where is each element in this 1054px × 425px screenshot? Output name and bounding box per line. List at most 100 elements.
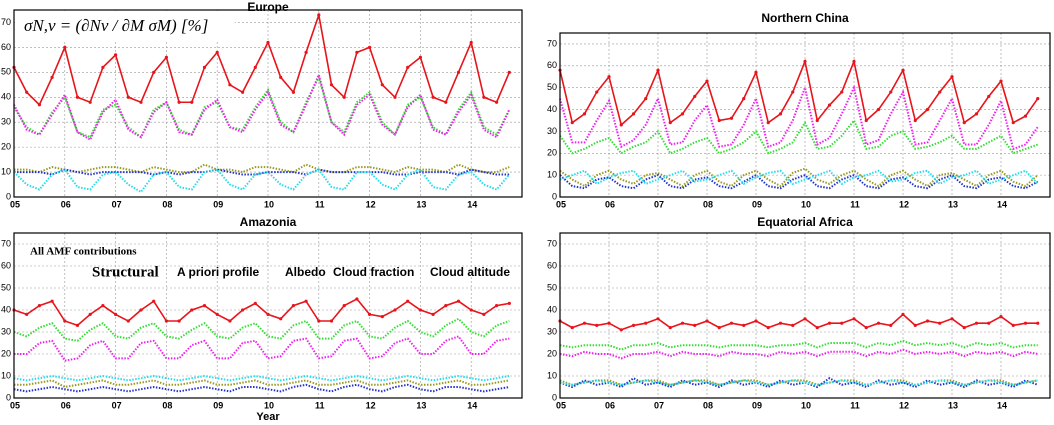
point — [152, 299, 156, 303]
x-tick-label: 06 — [61, 199, 71, 209]
point — [114, 312, 118, 316]
point — [705, 79, 709, 83]
x-tick-label: 12 — [366, 199, 376, 209]
point — [190, 308, 194, 312]
point — [202, 65, 207, 69]
y-tick-label: 10 — [1, 370, 11, 380]
point — [482, 312, 486, 316]
y-tick-label: 10 — [547, 370, 557, 380]
point — [595, 323, 599, 327]
point — [63, 319, 67, 323]
panel-title: Northern China — [761, 11, 849, 25]
series-line — [13, 74, 511, 139]
annotation: σN,v = (∂Nv / ∂M σM) [%] — [24, 16, 208, 35]
x-axis-label: Year — [256, 411, 280, 423]
x-tick-label: 05 — [10, 199, 20, 209]
point — [317, 319, 321, 323]
point — [253, 65, 257, 69]
y-tick-label: 60 — [1, 260, 11, 270]
x-tick-label: 09 — [213, 400, 223, 410]
point — [368, 45, 372, 50]
point — [778, 321, 783, 325]
point — [999, 315, 1003, 319]
point — [418, 55, 422, 59]
point — [766, 121, 770, 125]
point — [631, 323, 636, 327]
point — [827, 103, 832, 107]
point — [291, 304, 295, 308]
point — [987, 321, 991, 325]
point — [668, 121, 672, 125]
series-line — [559, 58, 1039, 127]
plot-frame — [559, 232, 1051, 399]
point — [582, 321, 587, 325]
point — [393, 308, 397, 312]
x-tick-label: 07 — [654, 400, 664, 410]
x-tick-label: 05 — [556, 400, 566, 410]
point — [406, 65, 410, 69]
point — [852, 59, 856, 64]
point — [729, 116, 734, 120]
y-tick-label: 60 — [1, 42, 11, 52]
point — [190, 100, 194, 104]
legend-entry: Albedo — [285, 265, 326, 279]
point — [507, 70, 511, 74]
x-tick-label: 10 — [264, 199, 274, 209]
point — [595, 90, 599, 94]
x-tick-label: 13 — [948, 400, 958, 410]
x-tick-label: 07 — [112, 400, 122, 410]
point — [962, 326, 966, 330]
series-line — [14, 335, 510, 362]
point — [164, 55, 168, 59]
point — [253, 301, 257, 305]
point — [215, 50, 219, 54]
point — [291, 90, 295, 94]
point — [705, 319, 709, 323]
series-line — [14, 163, 510, 174]
point — [570, 121, 574, 125]
y-tick-label: 70 — [547, 238, 557, 248]
series-line — [559, 173, 1039, 190]
point — [889, 90, 893, 94]
point — [177, 100, 181, 104]
point — [974, 112, 979, 116]
point — [582, 112, 587, 116]
series-line — [559, 348, 1038, 360]
point — [791, 90, 795, 94]
point — [1011, 121, 1015, 125]
legend-entry: Structural — [92, 264, 159, 280]
point — [803, 59, 807, 64]
y-tick-label: 0 — [552, 191, 557, 201]
point — [406, 299, 410, 303]
x-tick-label: 12 — [899, 400, 909, 410]
y-tick-label: 40 — [547, 104, 557, 114]
point — [827, 321, 832, 325]
x-tick-label: 14 — [467, 400, 477, 410]
point — [355, 50, 359, 54]
point — [631, 112, 636, 116]
x-tick-label: 11 — [315, 199, 325, 209]
point — [619, 328, 623, 332]
x-tick-label: 08 — [162, 400, 172, 410]
point — [266, 40, 270, 45]
y-tick-label: 40 — [547, 304, 557, 314]
point — [495, 304, 499, 308]
y-tick-label: 50 — [547, 282, 557, 292]
point — [228, 319, 232, 323]
series-line — [559, 118, 1039, 155]
point — [355, 297, 359, 301]
x-tick-label: 08 — [703, 400, 713, 410]
point — [241, 90, 245, 94]
point — [342, 304, 346, 308]
point — [778, 112, 783, 116]
point — [815, 326, 819, 330]
panel-title: Europe — [247, 0, 289, 14]
plot-frame — [13, 232, 523, 399]
y-tick-label: 20 — [547, 148, 557, 158]
point — [266, 312, 270, 316]
x-tick-label: 09 — [752, 400, 762, 410]
series-line — [13, 11, 511, 107]
y-tick-label: 40 — [1, 92, 11, 102]
point — [469, 308, 473, 312]
